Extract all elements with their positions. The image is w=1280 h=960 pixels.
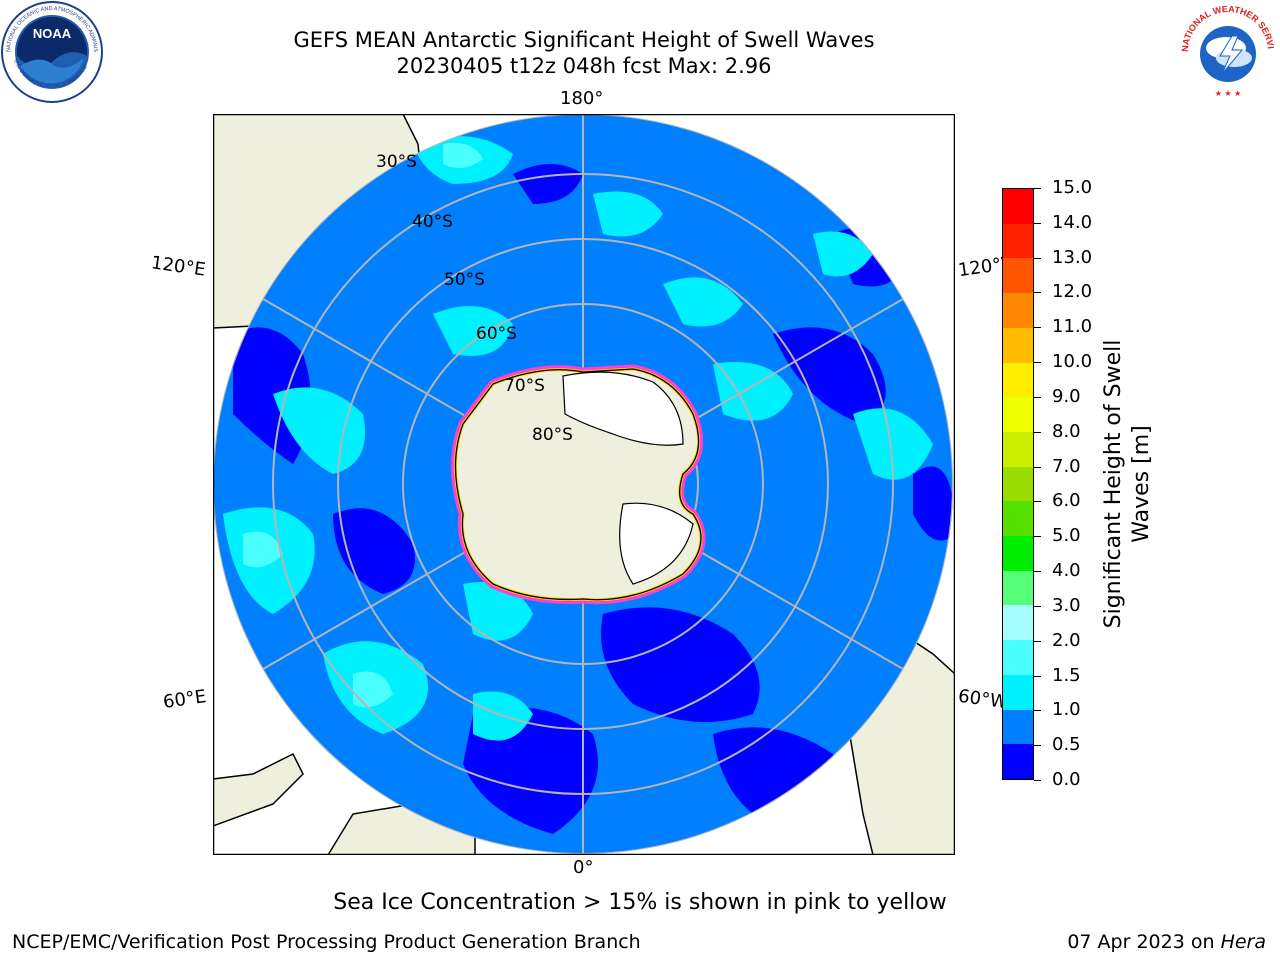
- colorbar-tick-label: 1.5: [1052, 665, 1081, 686]
- colorbar-tick-label: 4.0: [1052, 560, 1081, 581]
- run-date: 07 Apr 2023 on Hera: [1067, 931, 1266, 953]
- colorbar-tick: [1034, 327, 1041, 328]
- colorbar-tick-label: 1.0: [1052, 699, 1081, 720]
- chart-title: GEFS MEAN Antarctic Significant Height o…: [293, 28, 875, 52]
- swell-higher: [243, 143, 483, 708]
- colorbar-tick: [1034, 432, 1041, 433]
- colorbar-tick: [1034, 780, 1041, 781]
- colorbar-tick: [1034, 397, 1041, 398]
- lon-label-0: 0°: [573, 857, 594, 878]
- colorbar-tick: [1034, 258, 1041, 259]
- colorbar-segment: [1003, 709, 1033, 745]
- colorbar-tick-label: 8.0: [1052, 421, 1081, 442]
- colorbar-segment: [1003, 501, 1033, 537]
- colorbar-segment: [1003, 744, 1033, 779]
- colorbar-label: Significant Height of Swell Waves [m]: [1101, 339, 1154, 629]
- run-date-text: 07 Apr 2023 on: [1067, 931, 1221, 953]
- colorbar-tick-label: 12.0: [1052, 281, 1093, 302]
- colorbar-tick-label: 0.0: [1052, 769, 1081, 790]
- colorbar-tick: [1034, 710, 1041, 711]
- lon-label-180: 180°: [560, 88, 604, 109]
- colorbar-segment: [1003, 293, 1033, 328]
- colorbar-tick-label: 2.0: [1052, 630, 1081, 651]
- credit-text: NCEP/EMC/Verification Post Processing Pr…: [12, 931, 641, 953]
- colorbar-tick-label: 5.0: [1052, 525, 1081, 546]
- svg-text:★ ★ ★: ★ ★ ★: [1215, 89, 1242, 98]
- lat-label-70s: 70°S: [504, 376, 545, 396]
- colorbar-tick: [1034, 606, 1041, 607]
- antarctica: [451, 364, 706, 605]
- colorbar-tick: [1034, 536, 1041, 537]
- colorbar-tick-label: 9.0: [1052, 386, 1081, 407]
- colorbar-segment: [1003, 397, 1033, 432]
- lat-label-80s: 80°S: [532, 425, 573, 445]
- colorbar-tick-label: 6.0: [1052, 490, 1081, 511]
- colorbar-tick: [1034, 676, 1041, 677]
- colorbar-tick-label: 11.0: [1052, 316, 1093, 337]
- colorbar-tick: [1034, 501, 1041, 502]
- svg-text:NOAA: NOAA: [33, 26, 72, 41]
- colorbar-tick-label: 13.0: [1052, 247, 1093, 268]
- colorbar-segment: [1003, 570, 1033, 606]
- colorbar-tick-label: 10.0: [1052, 351, 1093, 372]
- colorbar-tick: [1034, 223, 1041, 224]
- colorbar-tick: [1034, 571, 1041, 572]
- colorbar-tick: [1034, 188, 1041, 189]
- lon-label-120e: 120°E: [149, 252, 207, 281]
- colorbar-tick: [1034, 292, 1041, 293]
- colorbar-tick: [1034, 641, 1041, 642]
- colorbar-segment: [1003, 536, 1033, 571]
- chart-subtitle: 20230405 t12z 048h fcst Max: 2.96: [396, 54, 772, 78]
- polar-map: [213, 114, 955, 855]
- colorbar: [1002, 188, 1034, 780]
- lat-label-40s: 40°S: [412, 212, 453, 232]
- colorbar-segment: [1003, 223, 1033, 259]
- lon-label-60e: 60°E: [161, 686, 208, 713]
- lat-label-60s: 60°S: [476, 324, 517, 344]
- lat-label-30s: 30°S: [376, 152, 417, 172]
- noaa-logo: NOAA NATIONAL OCEANIC AND ATMOSPHERIC AD…: [0, 0, 103, 103]
- colorbar-segment: [1003, 189, 1033, 224]
- colorbar-tick-label: 15.0: [1052, 177, 1093, 198]
- colorbar-segment: [1003, 466, 1033, 502]
- colorbar-segment: [1003, 640, 1033, 675]
- colorbar-segment: [1003, 605, 1033, 641]
- colorbar-tick: [1034, 362, 1041, 363]
- nws-logo: NATIONAL WEATHER SERVICE ★ ★ ★: [1176, 0, 1278, 102]
- colorbar-tick: [1034, 745, 1041, 746]
- colorbar-segment: [1003, 362, 1033, 398]
- colorbar-tick: [1034, 467, 1041, 468]
- colorbar-tick-label: 7.0: [1052, 456, 1081, 477]
- host-name: Hera: [1220, 931, 1266, 953]
- colorbar-tick-label: 3.0: [1052, 595, 1081, 616]
- sea-ice-note: Sea Ice Concentration > 15% is shown in …: [333, 890, 947, 915]
- colorbar-tick-label: 14.0: [1052, 212, 1093, 233]
- colorbar-segment: [1003, 258, 1033, 294]
- colorbar-segment: [1003, 431, 1033, 467]
- lat-label-50s: 50°S: [444, 270, 485, 290]
- colorbar-tick-label: 0.5: [1052, 734, 1081, 755]
- colorbar-segment: [1003, 327, 1033, 363]
- colorbar-segment: [1003, 674, 1033, 710]
